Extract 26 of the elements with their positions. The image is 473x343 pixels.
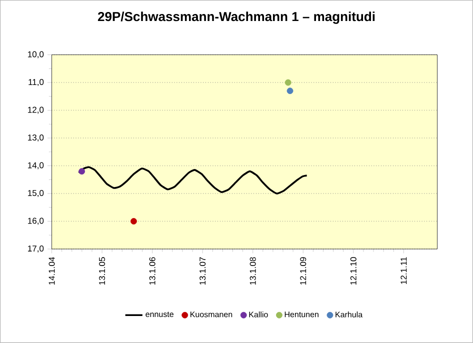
x-tick-label: 12.1.09 — [300, 257, 306, 285]
x-tick-label: 14.1.04 — [48, 257, 55, 285]
chart-title: 29P/Schwassmann-Wachmann 1 – magnitudi — [98, 12, 375, 24]
x-tick-label: 13.1.07 — [200, 257, 206, 285]
point — [284, 79, 292, 86]
y-tick-label: 12,0 — [28, 106, 44, 114]
y-tick-label: 16,0 — [28, 218, 44, 225]
point — [286, 88, 294, 94]
legend-label: Kuosmanen — [190, 312, 232, 318]
legend-label: Karhula — [336, 312, 363, 318]
y-tick-label: 17,0 — [28, 246, 44, 253]
legend-label: Kallio — [249, 312, 268, 318]
y-tick-label: 11,0 — [28, 79, 44, 86]
y-tick-label: 10,0 — [28, 51, 44, 58]
y-tick-label: 13,0 — [28, 134, 44, 142]
x-tick-label: 13.1.08 — [250, 257, 256, 285]
x-tick-label: 13.1.05 — [99, 257, 106, 285]
point — [78, 168, 85, 175]
legend-label: ennuste — [146, 312, 174, 318]
x-tick-label: 13.1.06 — [149, 257, 156, 285]
point — [130, 218, 137, 225]
x-tick-label: 12.1.10 — [350, 257, 356, 285]
y-tick-label: 15,0 — [28, 190, 44, 198]
y-tick-label: 14,0 — [28, 162, 44, 170]
x-tick-label: 12.1.11 — [400, 257, 407, 284]
legend-label: Hentunen — [284, 312, 318, 318]
